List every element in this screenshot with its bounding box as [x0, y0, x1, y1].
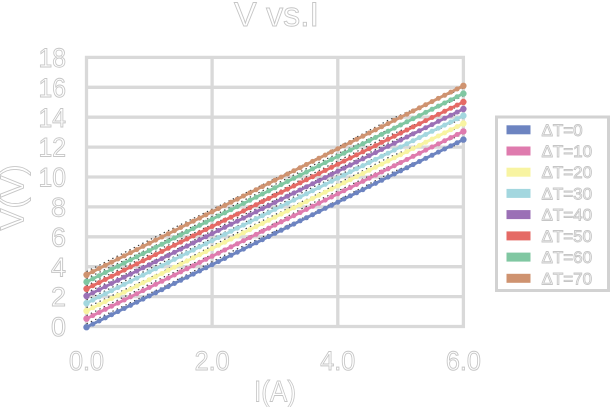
svg-text:14: 14: [39, 103, 67, 133]
svg-text:16: 16: [39, 73, 67, 103]
svg-text:ΔT=50: ΔT=50: [542, 227, 593, 246]
svg-text:2: 2: [51, 282, 66, 312]
svg-text:0.0: 0.0: [69, 346, 104, 376]
svg-text:ΔT=10: ΔT=10: [542, 142, 593, 161]
svg-text:I(A): I(A): [254, 376, 296, 408]
svg-text:ΔT=20: ΔT=20: [542, 163, 593, 182]
svg-text:ΔT=60: ΔT=60: [542, 248, 593, 267]
svg-text:ΔT=0: ΔT=0: [542, 121, 583, 140]
svg-text:ΔT=30: ΔT=30: [542, 184, 593, 203]
svg-text:0: 0: [51, 312, 66, 342]
svg-text:12: 12: [39, 133, 67, 163]
svg-text:18: 18: [39, 43, 67, 73]
svg-text:ΔT=40: ΔT=40: [542, 206, 593, 225]
svg-text:2.0: 2.0: [195, 346, 230, 376]
svg-text:V(V): V(V): [0, 165, 31, 231]
svg-text:6: 6: [51, 222, 66, 252]
svg-text:4: 4: [51, 252, 66, 282]
svg-text:6.0: 6.0: [446, 346, 481, 376]
svg-text:8: 8: [51, 193, 66, 223]
svg-text:V vs.I: V vs.I: [234, 0, 319, 34]
svg-text:10: 10: [39, 163, 67, 193]
svg-text:4.0: 4.0: [320, 346, 355, 376]
svg-text:ΔT=70: ΔT=70: [542, 269, 593, 288]
